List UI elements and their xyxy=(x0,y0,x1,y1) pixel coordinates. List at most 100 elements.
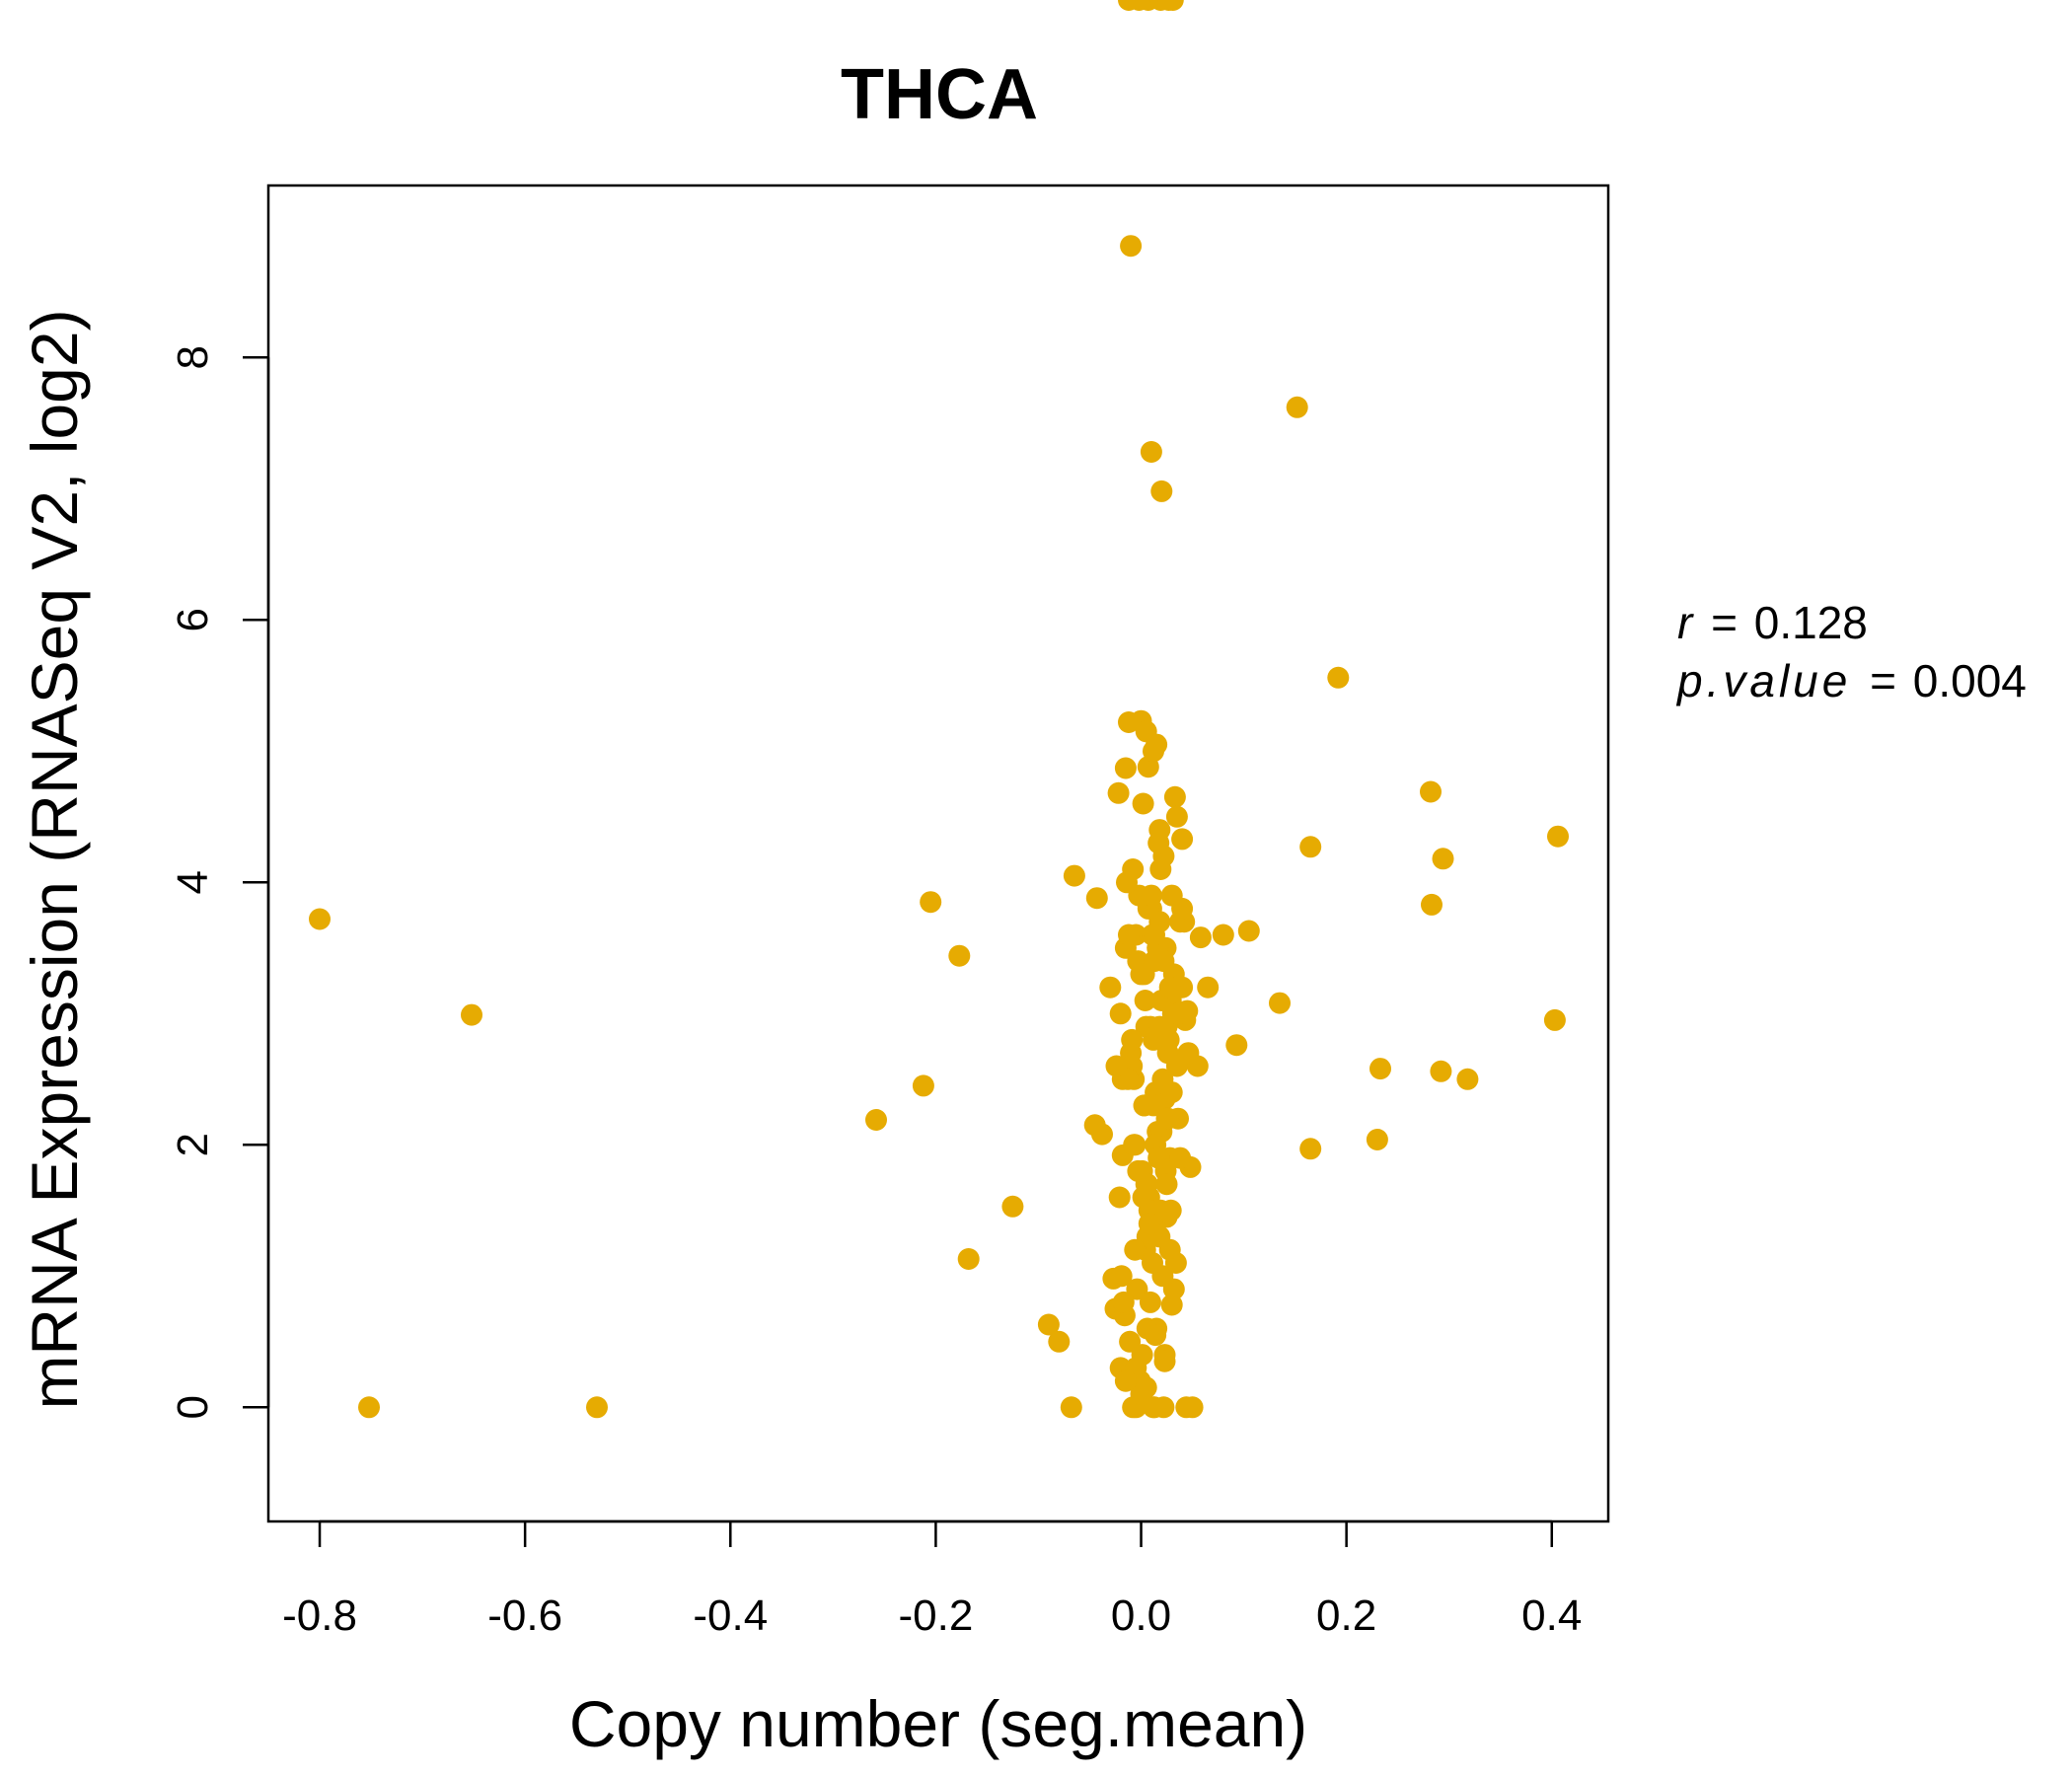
data-point xyxy=(1269,992,1291,1014)
data-point xyxy=(1299,1138,1322,1160)
p-label: p.value xyxy=(1675,655,1851,706)
x-tick-label: 0.4 xyxy=(1521,1591,1582,1640)
data-point xyxy=(1153,1350,1176,1372)
data-point xyxy=(1156,1107,1179,1130)
data-point xyxy=(1109,1002,1132,1025)
data-point xyxy=(1147,832,1170,854)
data-point xyxy=(1432,848,1454,870)
data-point xyxy=(1175,1396,1198,1419)
data-point xyxy=(1430,1060,1452,1082)
p-value: 0.004 xyxy=(1913,655,2027,706)
data-point xyxy=(1286,396,1308,418)
data-point xyxy=(1126,1278,1148,1300)
x-tick-label: -0.2 xyxy=(898,1591,973,1640)
data-point xyxy=(1151,1068,1174,1090)
data-point xyxy=(1177,1042,1200,1065)
data-point xyxy=(1158,976,1181,999)
x-axis: -0.8 -0.6 -0.4 -0.2 0.0 0.2 0.4 xyxy=(282,1519,1582,1640)
r-statistic: r = 0.128 xyxy=(1677,597,1868,648)
x-tick-label: 0.2 xyxy=(1316,1591,1376,1640)
data-point xyxy=(1169,1147,1192,1169)
x-tick-label: -0.8 xyxy=(282,1591,357,1640)
data-point xyxy=(1547,825,1569,848)
data-point xyxy=(1155,1173,1178,1196)
data-point xyxy=(1145,1324,1167,1347)
data-point xyxy=(1143,1396,1164,1419)
x-tick-label: 0.0 xyxy=(1111,1591,1171,1640)
data-point xyxy=(461,1003,482,1026)
data-point xyxy=(358,1396,380,1419)
data-point xyxy=(1140,441,1162,463)
data-point xyxy=(865,1109,887,1131)
data-point xyxy=(1142,1252,1163,1274)
data-point xyxy=(1124,1238,1147,1261)
data-point xyxy=(1171,897,1194,920)
data-point xyxy=(1133,1094,1155,1117)
data-point xyxy=(1123,1134,1146,1156)
data-point xyxy=(1225,1034,1248,1057)
data-point xyxy=(1164,1252,1187,1274)
data-point xyxy=(1327,666,1350,689)
y-tick-label: 6 xyxy=(169,608,217,631)
data-point xyxy=(1157,0,1180,11)
data-point xyxy=(1366,1129,1388,1150)
data-point xyxy=(1048,1330,1071,1353)
data-point xyxy=(1140,884,1162,907)
data-point xyxy=(586,1396,608,1419)
data-point xyxy=(1114,757,1137,779)
data-point xyxy=(1118,924,1140,946)
data-point xyxy=(1107,781,1130,804)
data-point xyxy=(309,908,331,930)
x-tick-label: -0.6 xyxy=(487,1591,562,1640)
data-point xyxy=(1299,836,1322,858)
data-point xyxy=(1114,1369,1137,1392)
x-tick-label: -0.4 xyxy=(693,1591,768,1640)
data-point xyxy=(1369,1058,1391,1080)
data-point xyxy=(1189,926,1212,949)
r-value: 0.128 xyxy=(1754,597,1868,648)
data-point xyxy=(1037,1313,1060,1336)
data-point xyxy=(1108,1186,1131,1209)
y-tick-label: 4 xyxy=(169,870,217,894)
x-axis-label: Copy number (seg.mean) xyxy=(569,1687,1307,1760)
data-point xyxy=(1421,893,1443,916)
y-axis-label: mRNA Expression (RNASeq V2, log2) xyxy=(18,309,91,1409)
data-point xyxy=(1150,480,1173,502)
chart-title: THCA xyxy=(841,55,1038,134)
data-point xyxy=(1149,858,1172,880)
data-point xyxy=(1135,1173,1157,1196)
data-point xyxy=(1120,235,1143,258)
data-point xyxy=(1212,924,1234,946)
data-point xyxy=(1121,1028,1144,1051)
y-tick-label: 0 xyxy=(169,1395,217,1419)
data-point xyxy=(1146,733,1168,756)
data-point xyxy=(1171,828,1194,851)
data-point xyxy=(1063,864,1085,887)
data-point xyxy=(1543,1008,1566,1031)
data-point xyxy=(1099,976,1122,999)
data-point xyxy=(1147,1147,1170,1169)
data-point xyxy=(948,944,971,967)
data-point xyxy=(912,1074,934,1097)
r-label: r xyxy=(1677,597,1694,648)
data-points xyxy=(309,0,1569,1419)
data-point xyxy=(1139,1291,1161,1313)
data-point xyxy=(1060,1396,1082,1419)
data-point xyxy=(1456,1068,1479,1090)
data-point xyxy=(1132,792,1154,815)
data-point xyxy=(1134,990,1156,1011)
data-point xyxy=(1165,805,1188,828)
data-point xyxy=(1110,1265,1133,1288)
data-point xyxy=(1131,1344,1153,1367)
p-statistic: p.value = 0.004 xyxy=(1675,655,2027,706)
data-point xyxy=(1091,1123,1113,1146)
data-point xyxy=(1197,976,1220,999)
plot-frame xyxy=(266,184,1610,1523)
y-axis: 0 2 4 6 8 xyxy=(169,345,270,1420)
data-point xyxy=(1085,887,1108,910)
data-point xyxy=(1138,1213,1160,1235)
data-point xyxy=(957,1248,980,1270)
y-tick-label: 8 xyxy=(169,345,217,369)
data-point xyxy=(1152,950,1175,973)
